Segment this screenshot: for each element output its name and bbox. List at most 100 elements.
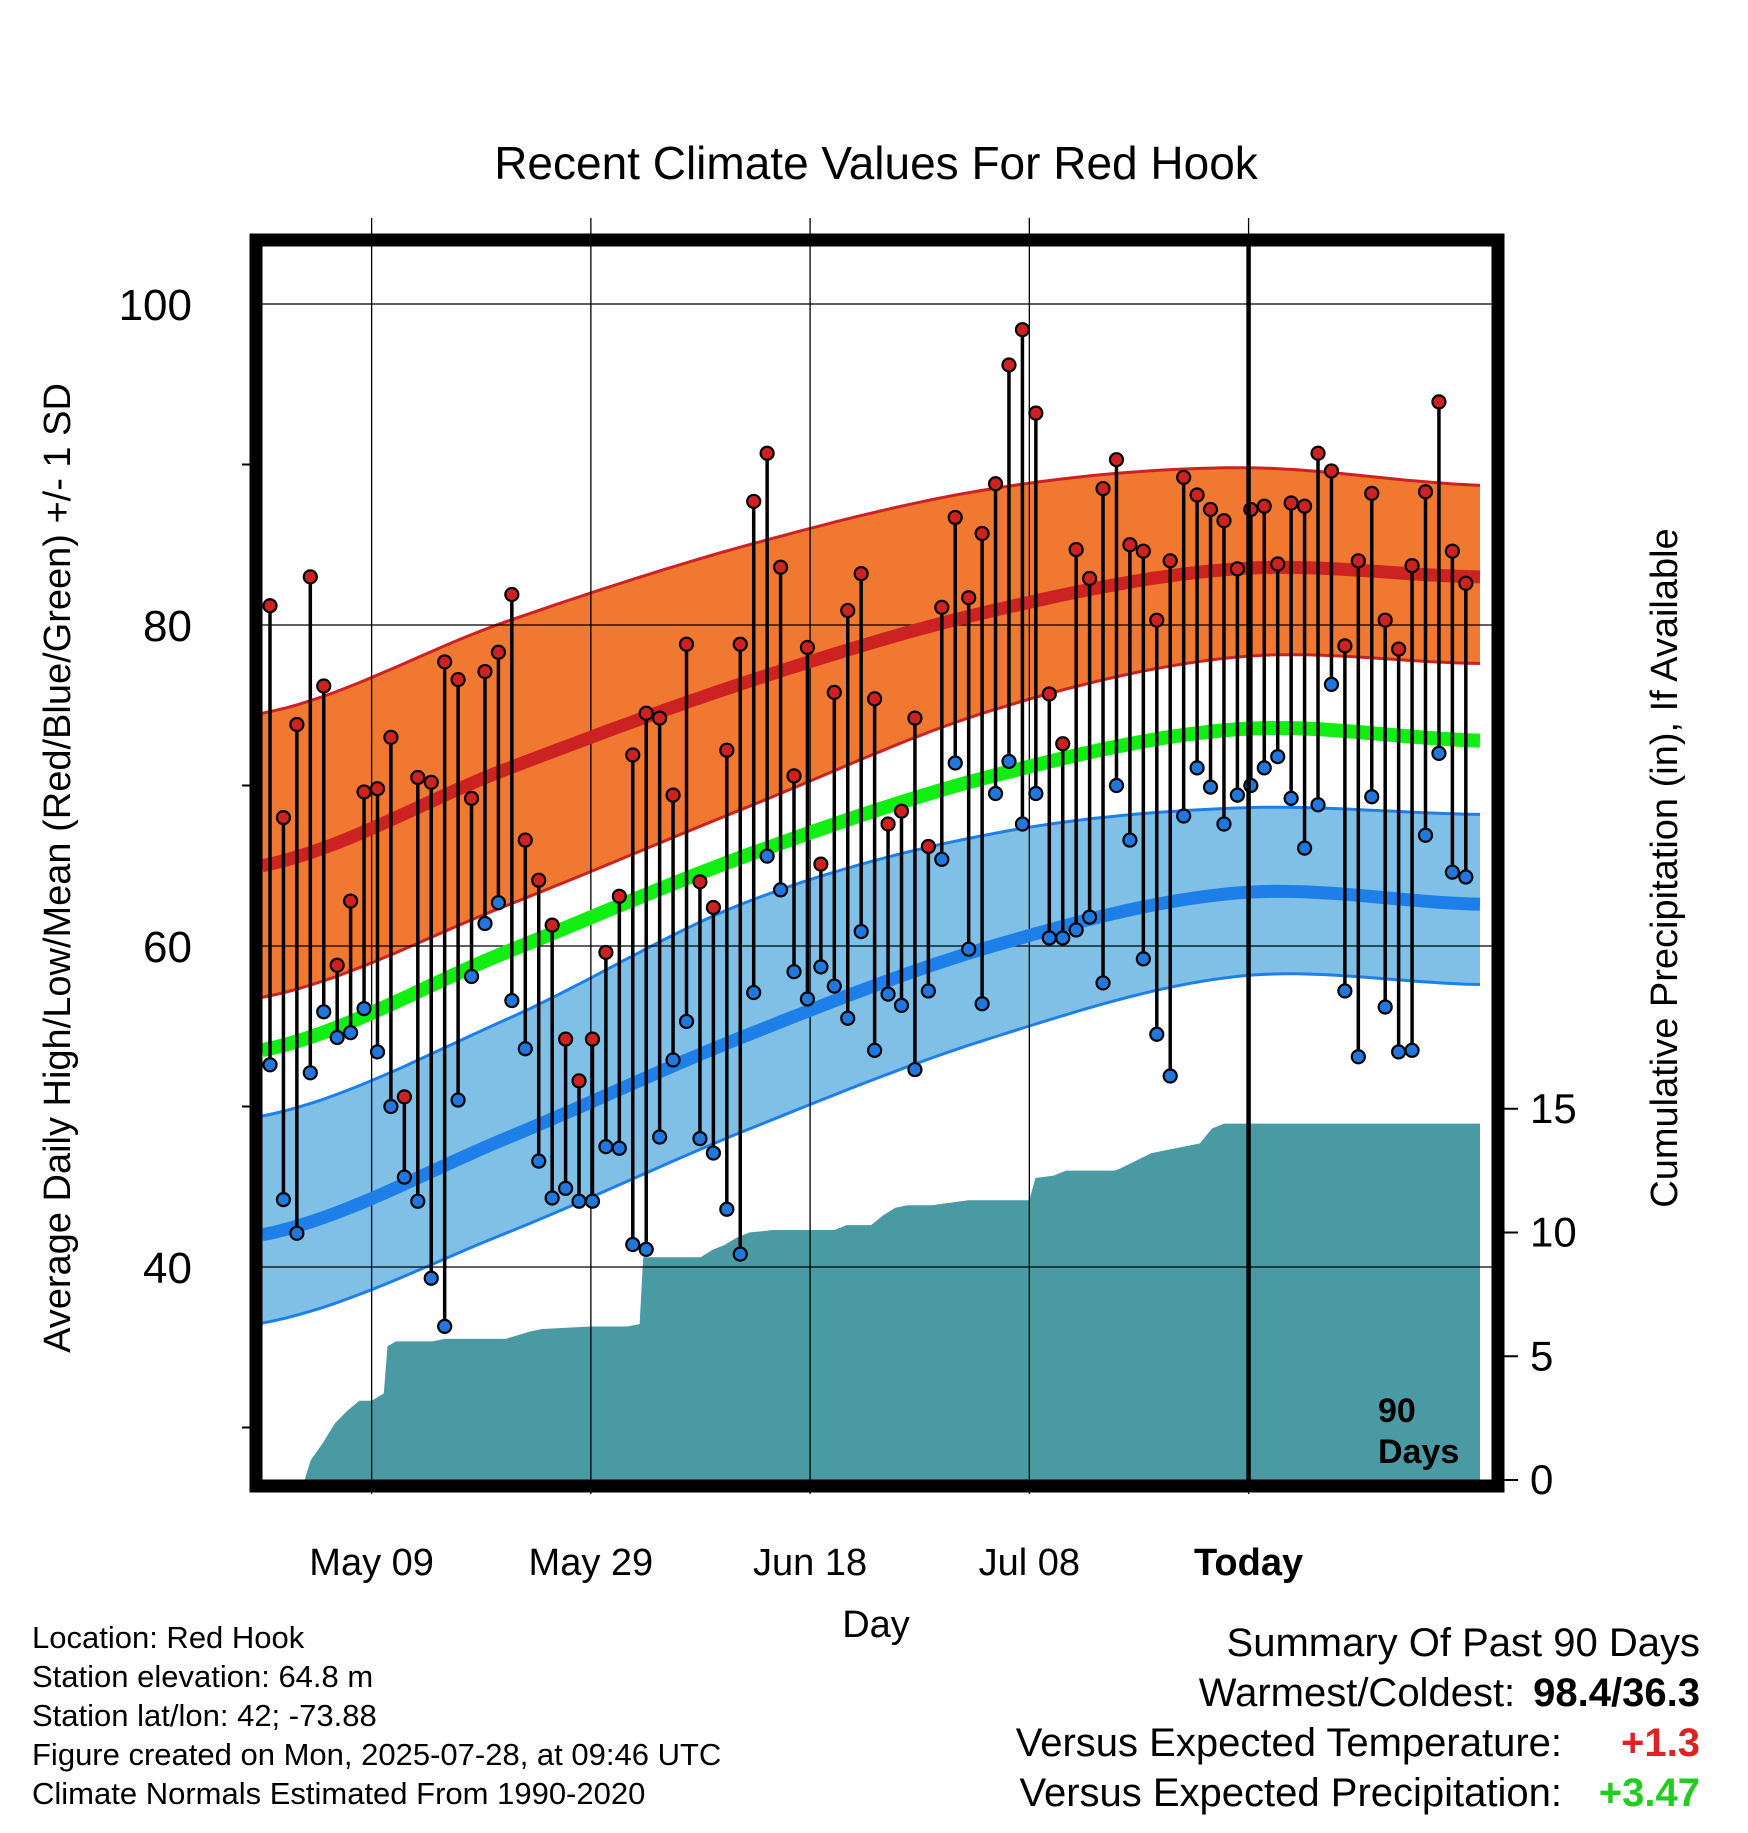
daily-low-point xyxy=(571,1193,587,1209)
daily-high-point xyxy=(302,569,318,585)
y2-axis-label: Cumulative Precipitation (in), If Availa… xyxy=(1644,528,1686,1207)
daily-high-point xyxy=(463,790,480,806)
summary-precip-row: Versus Expected Precipitation: +3.47 xyxy=(1016,1768,1700,1818)
daily-low-point xyxy=(1444,864,1460,880)
daily-high-point xyxy=(678,636,695,652)
daily-low-point xyxy=(665,1052,681,1068)
daily-high-point xyxy=(813,856,829,872)
daily-high-point xyxy=(1001,357,1017,373)
daily-high-point xyxy=(652,710,668,726)
daily-high-point xyxy=(719,742,735,758)
normal-line-normal-low xyxy=(260,884,1481,1242)
daily-high-point xyxy=(1323,463,1340,479)
daily-low-point xyxy=(1243,777,1259,794)
daily-high-point xyxy=(289,716,305,733)
daily-high-point xyxy=(517,832,533,848)
daily-low-point xyxy=(1014,816,1031,832)
daily-high-point xyxy=(611,888,627,904)
today-marker-days-count: 90 xyxy=(1378,1392,1416,1430)
daily-low-point xyxy=(1095,975,1111,991)
daily-low-point xyxy=(1364,789,1380,805)
daily-high-point xyxy=(1337,638,1353,654)
daily-low-point xyxy=(490,895,507,911)
daily-low-point xyxy=(1458,869,1474,885)
daily-high-point xyxy=(947,509,963,526)
daily-low-point xyxy=(437,1318,453,1334)
summary-warmest-value: 98.4/36.3 xyxy=(1533,1671,1700,1715)
daily-low-point xyxy=(517,1041,533,1057)
daily-low-point xyxy=(880,986,896,1002)
daily-low-point xyxy=(383,1098,399,1115)
daily-low-point xyxy=(544,1190,560,1206)
daily-high-point xyxy=(410,769,426,786)
daily-high-point xyxy=(1068,541,1084,558)
daily-low-point xyxy=(786,964,802,980)
daily-low-point xyxy=(1202,779,1219,795)
daily-low-point xyxy=(907,1061,923,1078)
x-axis-label: Day xyxy=(842,1604,910,1646)
daily-low-point xyxy=(1283,790,1299,806)
y-tick-label: 40 xyxy=(143,1244,192,1293)
info-elevation: Station elevation: 64.8 m xyxy=(32,1659,374,1694)
daily-high-point xyxy=(1431,394,1447,410)
summary-panel: Summary Of Past 90 Days Warmest/Coldest:… xyxy=(1016,1618,1700,1818)
daily-low-point xyxy=(772,882,789,898)
daily-high-point xyxy=(853,566,869,582)
info-normals: Climate Normals Estimated From 1990-2020 xyxy=(32,1776,646,1811)
daily-high-point xyxy=(369,781,386,797)
daily-low-point xyxy=(343,1025,359,1041)
daily-high-point xyxy=(746,493,762,510)
daily-low-point xyxy=(1350,1049,1366,1065)
precipitation-area xyxy=(304,1123,1481,1480)
daily-low-point xyxy=(1082,909,1098,925)
daily-high-point xyxy=(1108,452,1125,468)
daily-low-point xyxy=(678,1013,695,1030)
daily-high-point xyxy=(840,602,856,619)
daily-low-point xyxy=(396,1169,412,1185)
daily-high-point xyxy=(880,816,896,832)
daily-high-point xyxy=(1041,686,1057,702)
daily-high-point xyxy=(316,678,332,694)
daily-low-point xyxy=(1216,816,1232,832)
daily-high-point xyxy=(437,654,453,670)
daily-low-point xyxy=(1270,749,1286,765)
daily-low-point xyxy=(638,1241,654,1257)
daily-low-point xyxy=(1028,785,1044,802)
summary-temp-value: +1.3 xyxy=(1621,1721,1700,1765)
daily-high-point xyxy=(1028,405,1044,421)
daily-low-point xyxy=(1055,930,1071,946)
daily-high-point xyxy=(450,671,466,688)
daily-high-point xyxy=(705,899,721,916)
daily-low-point xyxy=(329,1029,345,1046)
summary-heading: Summary Of Past 90 Days xyxy=(1226,1621,1700,1665)
daily-low-point xyxy=(302,1065,318,1081)
daily-high-point xyxy=(1444,543,1460,559)
daily-low-point xyxy=(1068,922,1084,938)
daily-high-point xyxy=(343,893,359,909)
summary-warmest-row: Warmest/Coldest: 98.4/36.3 xyxy=(1016,1668,1700,1718)
daily-low-point xyxy=(1162,1068,1178,1084)
daily-low-point xyxy=(867,1042,883,1058)
y-tick-label: 100 xyxy=(119,281,192,330)
daily-high-point xyxy=(557,1031,574,1047)
info-created: Figure created on Mon, 2025-07-28, at 09… xyxy=(32,1737,722,1772)
x-tick-label: May 29 xyxy=(529,1542,654,1584)
daily-low-point xyxy=(1377,999,1393,1015)
daily-low-point xyxy=(692,1130,708,1147)
daily-low-point xyxy=(356,1000,372,1017)
daily-low-point xyxy=(853,923,869,940)
daily-low-point xyxy=(1149,1026,1165,1042)
daily-high-point xyxy=(1055,736,1071,752)
daily-low-point xyxy=(625,1236,641,1253)
daily-high-point xyxy=(531,872,547,888)
daily-low-point xyxy=(893,997,910,1013)
daily-high-point xyxy=(1283,495,1299,511)
daily-high-point xyxy=(504,586,520,603)
daily-low-point xyxy=(1296,840,1313,856)
daily-low-point xyxy=(987,785,1004,802)
daily-low-point xyxy=(1323,676,1340,692)
sd-band-upper-edge-0 xyxy=(261,466,1481,715)
daily-low-point xyxy=(1108,777,1125,794)
